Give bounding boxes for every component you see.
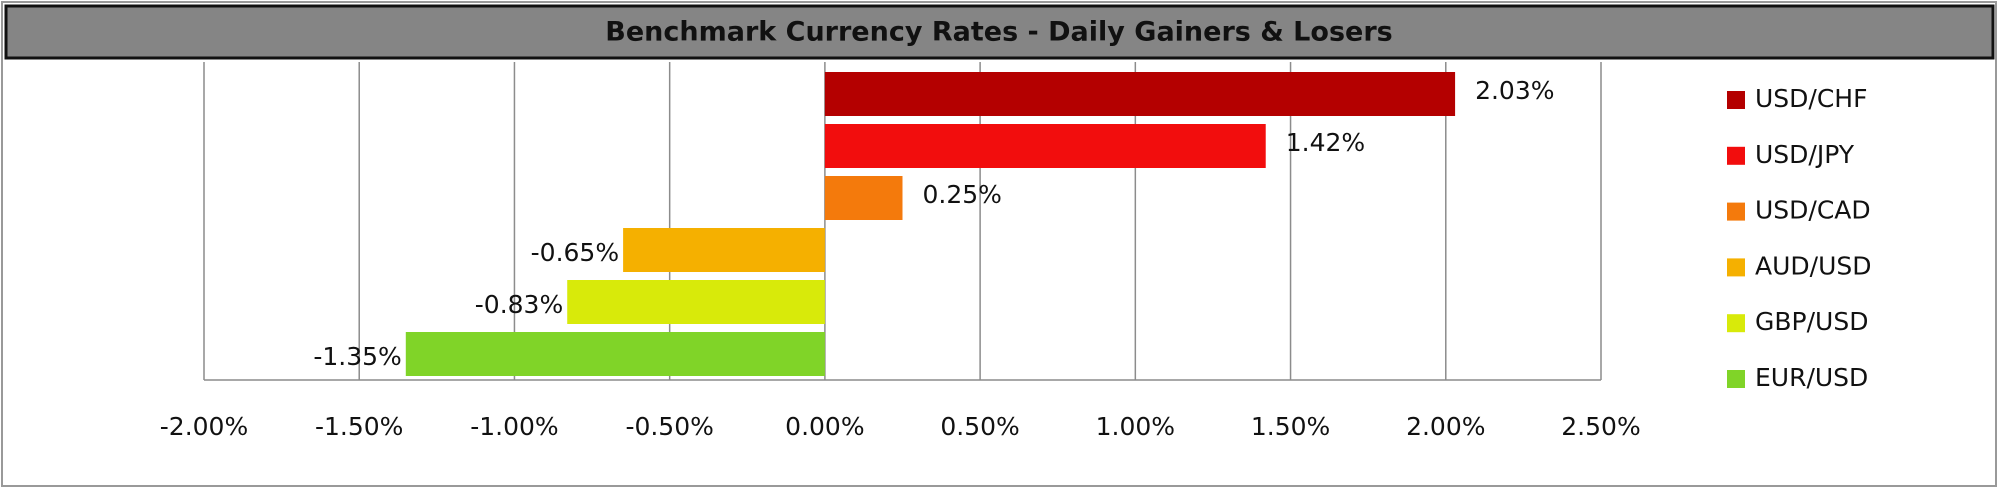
- data-label: 1.42%: [1286, 128, 1365, 157]
- chart-title: Benchmark Currency Rates - Daily Gainers…: [605, 17, 1392, 48]
- bar: [623, 228, 825, 272]
- x-tick-label: 0.00%: [785, 412, 864, 441]
- legend-swatch: [1727, 258, 1745, 277]
- x-tick-label: -1.50%: [315, 412, 403, 441]
- legend-label: GBP/USD: [1755, 307, 1868, 336]
- legend-swatch: [1727, 91, 1745, 109]
- data-label: -1.35%: [313, 342, 401, 371]
- legend-swatch: [1727, 370, 1745, 388]
- legend-label: AUD/USD: [1755, 251, 1872, 280]
- legend-label: USD/CHF: [1755, 84, 1867, 113]
- legend-swatch: [1727, 146, 1745, 165]
- x-tick-label: 0.50%: [940, 412, 1019, 441]
- legend-label: USD/JPY: [1755, 140, 1855, 169]
- bar: [405, 332, 825, 376]
- data-label: 2.03%: [1475, 76, 1554, 105]
- legend-label: EUR/USD: [1755, 363, 1868, 392]
- x-tick-label: -1.00%: [470, 412, 558, 441]
- x-tick-label: 1.50%: [1251, 412, 1330, 441]
- title-bar: [4, 4, 1995, 60]
- data-label: -0.65%: [531, 238, 619, 267]
- x-tick-label: 2.00%: [1406, 412, 1485, 441]
- data-label: -0.83%: [475, 290, 563, 319]
- legend-swatch: [1727, 314, 1745, 333]
- x-tick-label: 2.50%: [1561, 412, 1640, 441]
- bar: [567, 280, 825, 324]
- x-tick-label: 1.00%: [1096, 412, 1175, 441]
- bar: [824, 72, 1456, 116]
- x-tick-label: -0.50%: [625, 412, 713, 441]
- bar: [824, 176, 903, 220]
- legend-swatch: [1727, 202, 1745, 221]
- x-tick-label: -2.00%: [160, 412, 248, 441]
- data-label: 0.25%: [923, 180, 1002, 209]
- legend-label: USD/CAD: [1755, 196, 1871, 225]
- bar: [824, 124, 1266, 168]
